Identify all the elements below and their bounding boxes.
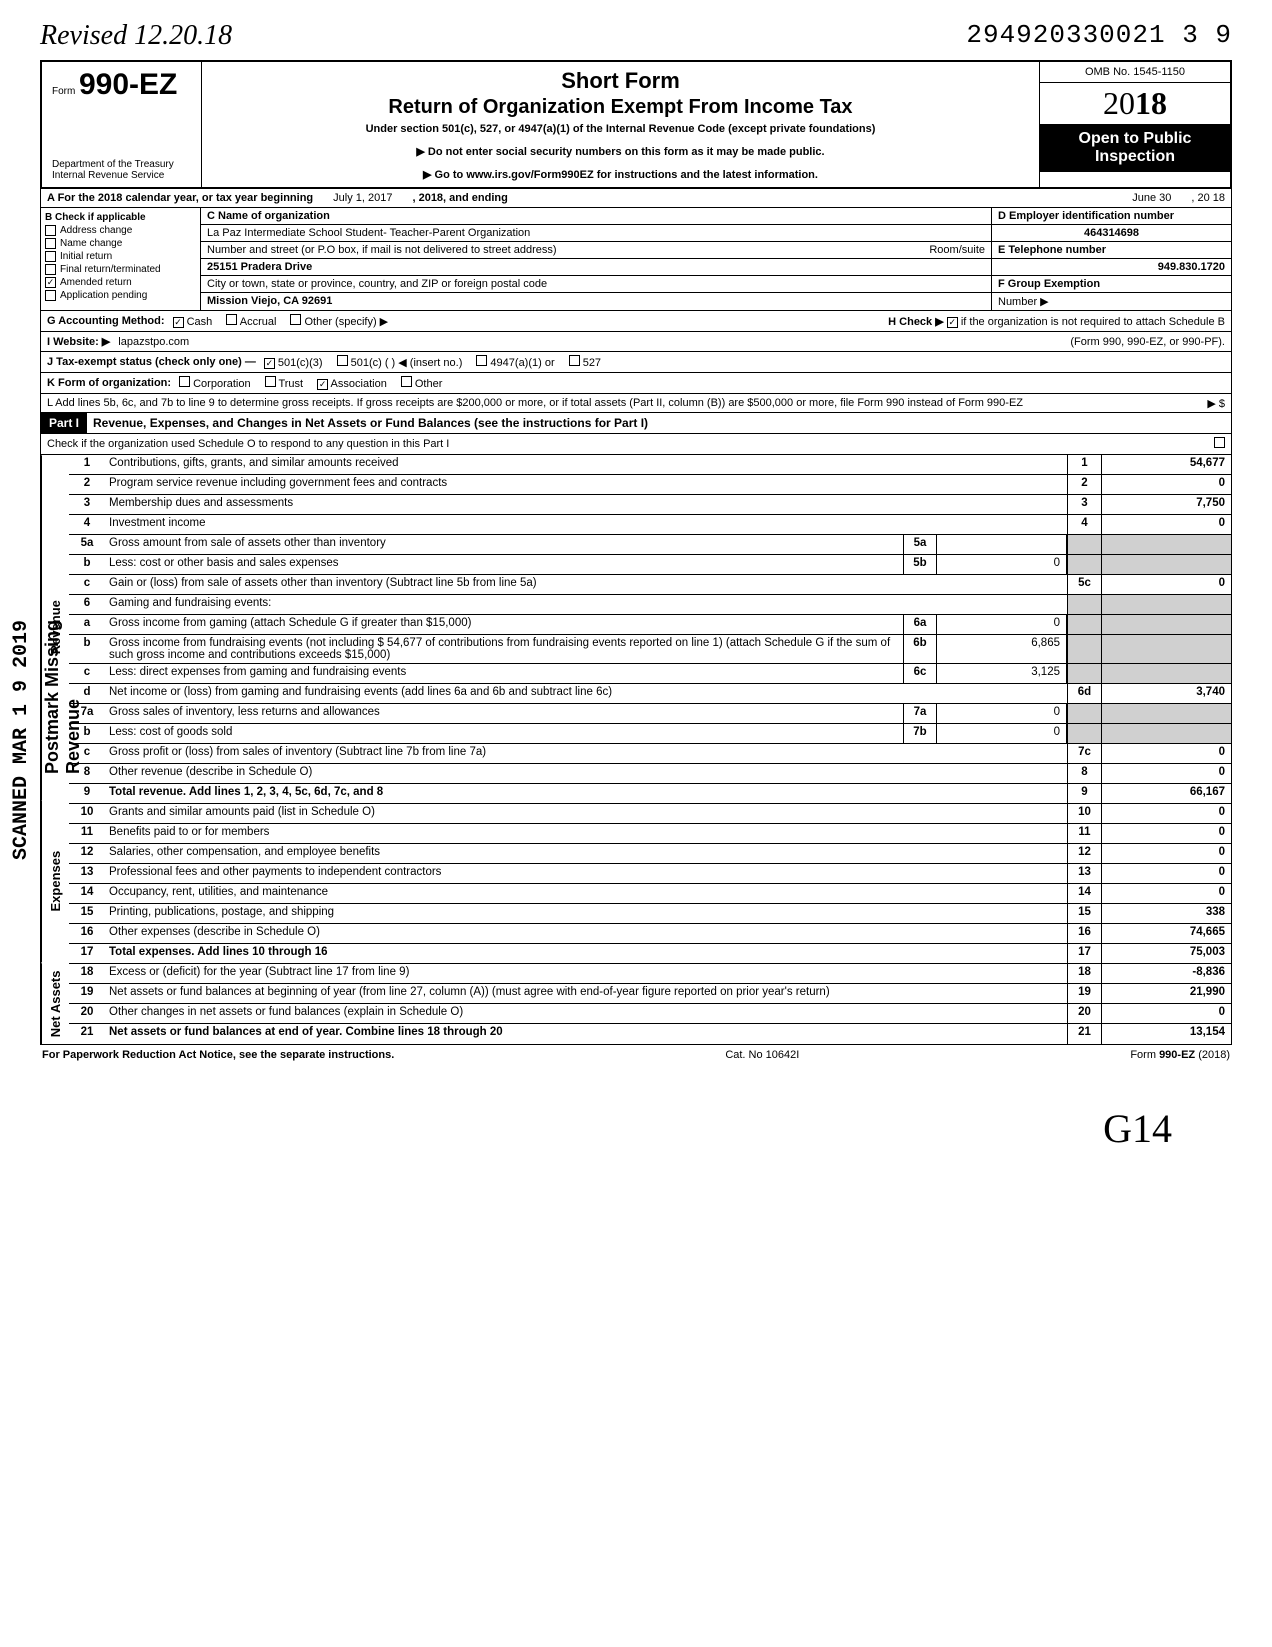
- checkbox[interactable]: ✓: [173, 317, 184, 328]
- checkbox-row-final-return-terminated: Final return/terminated: [45, 264, 196, 275]
- line-12: 12Salaries, other compensation, and empl…: [69, 844, 1231, 864]
- line-4: 4Investment income40: [69, 515, 1231, 535]
- line-1: 1Contributions, gifts, grants, and simil…: [69, 455, 1231, 475]
- note-ssn: ▶ Do not enter social security numbers o…: [212, 145, 1029, 158]
- checkbox[interactable]: [401, 376, 412, 387]
- org-name: La Paz Intermediate School Student- Teac…: [207, 227, 530, 239]
- line-d: dNet income or (loss) from gaming and fu…: [69, 684, 1231, 704]
- open-to-public: Open to Public Inspection: [1040, 124, 1230, 172]
- col-b: B Check if applicable Address changeName…: [41, 208, 201, 310]
- omb-number: OMB No. 1545-1150: [1040, 62, 1230, 83]
- checkbox-row-name-change: Name change: [45, 238, 196, 249]
- line-6: 6Gaming and fundraising events:: [69, 595, 1231, 615]
- line-c: cGain or (loss) from sale of assets othe…: [69, 575, 1231, 595]
- line-b: bLess: cost or other basis and sales exp…: [69, 555, 1231, 575]
- checkbox[interactable]: [265, 376, 276, 387]
- checkbox-row-address-change: Address change: [45, 225, 196, 236]
- line-9: 9Total revenue. Add lines 1, 2, 3, 4, 5c…: [69, 784, 1231, 804]
- line-7a: 7aGross sales of inventory, less returns…: [69, 704, 1231, 724]
- checkbox-schedule-o[interactable]: [1214, 437, 1225, 448]
- title-main: Return of Organization Exempt From Incom…: [212, 96, 1029, 119]
- part-1-header: Part I Revenue, Expenses, and Changes in…: [40, 413, 1232, 434]
- checkbox[interactable]: [337, 355, 348, 366]
- scanned-stamp: SCANNED MAR 1 9 2019: [10, 620, 33, 860]
- checkbox-row-application-pending: Application pending: [45, 290, 196, 301]
- part-1-sub: Check if the organization used Schedule …: [40, 434, 1232, 455]
- line-21: 21Net assets or fund balances at end of …: [69, 1024, 1231, 1044]
- line-18: 18Excess or (deficit) for the year (Subt…: [69, 964, 1231, 984]
- line-i: I Website: ▶ lapazstpo.com (Form 990, 99…: [40, 332, 1232, 352]
- signature-initial: G14: [40, 1105, 1172, 1152]
- checkbox[interactable]: [45, 290, 56, 301]
- page-footer: For Paperwork Reduction Act Notice, see …: [40, 1045, 1232, 1065]
- department-label: Department of the Treasury Internal Reve…: [52, 159, 191, 181]
- form-id-cell: Form 990-EZ Department of the Treasury I…: [42, 62, 202, 187]
- side-netassets: Net Assets: [41, 963, 69, 1044]
- title-cell: Short Form Return of Organization Exempt…: [202, 62, 1040, 187]
- line-g-h: G Accounting Method: ✓ Cash Accrual Othe…: [40, 311, 1232, 332]
- section-bcd: B Check if applicable Address changeName…: [40, 208, 1232, 311]
- city-state-zip: Mission Viejo, CA 92691: [207, 295, 332, 307]
- row-a-tax-year: A For the 2018 calendar year, or tax yea…: [40, 189, 1232, 208]
- document-number: 294920330021 3 9: [966, 20, 1232, 50]
- line-16: 16Other expenses (describe in Schedule O…: [69, 924, 1231, 944]
- line-a: aGross income from gaming (attach Schedu…: [69, 615, 1231, 635]
- line-2: 2Program service revenue including gover…: [69, 475, 1231, 495]
- line-20: 20Other changes in net assets or fund ba…: [69, 1004, 1231, 1024]
- checkbox[interactable]: [226, 314, 237, 325]
- title-under: Under section 501(c), 527, or 4947(a)(1)…: [212, 123, 1029, 135]
- street-address: 25151 Pradera Drive: [207, 261, 312, 273]
- line-10: 10Grants and similar amounts paid (list …: [69, 804, 1231, 824]
- title-short: Short Form: [212, 68, 1029, 94]
- line-j: J Tax-exempt status (check only one) — ✓…: [40, 352, 1232, 373]
- line-8: 8Other revenue (describe in Schedule O)8…: [69, 764, 1231, 784]
- line-b: bGross income from fundraising events (n…: [69, 635, 1231, 664]
- line-3: 3Membership dues and assessments37,750: [69, 495, 1231, 515]
- checkbox[interactable]: [476, 355, 487, 366]
- form-footer-id: Form 990-EZ (2018): [1130, 1049, 1230, 1061]
- line-19: 19Net assets or fund balances at beginni…: [69, 984, 1231, 1004]
- financial-table: Revenue Expenses Net Assets 1Contributio…: [40, 455, 1232, 1045]
- note-url: ▶ Go to www.irs.gov/Form990EZ for instru…: [212, 168, 1029, 181]
- header-right: OMB No. 1545-1150 2018 Open to Public In…: [1040, 62, 1230, 187]
- line-k: K Form of organization: Corporation Trus…: [40, 373, 1232, 394]
- checkbox[interactable]: ✓: [317, 379, 328, 390]
- checkbox[interactable]: [45, 251, 56, 262]
- line-5a: 5aGross amount from sale of assets other…: [69, 535, 1231, 555]
- checkbox-row-amended-return: ✓Amended return: [45, 277, 196, 288]
- line-17: 17Total expenses. Add lines 10 through 1…: [69, 944, 1231, 964]
- checkbox-h[interactable]: ✓: [947, 317, 958, 328]
- top-annotations: Revised 12.20.18 294920330021 3 9: [40, 20, 1232, 52]
- form-header: Form 990-EZ Department of the Treasury I…: [40, 60, 1232, 189]
- side-expenses: Expenses: [41, 800, 69, 962]
- line-l: L Add lines 5b, 6c, and 7b to line 9 to …: [40, 394, 1232, 413]
- checkbox[interactable]: [45, 238, 56, 249]
- line-c: cLess: direct expenses from gaming and f…: [69, 664, 1231, 684]
- line-11: 11Benefits paid to or for members110: [69, 824, 1231, 844]
- col-d: D Employer identification number 4643146…: [991, 208, 1231, 310]
- line-15: 15Printing, publications, postage, and s…: [69, 904, 1231, 924]
- checkbox[interactable]: [45, 225, 56, 236]
- ein: 464314698: [992, 225, 1231, 242]
- checkbox[interactable]: [179, 376, 190, 387]
- phone: 949.830.1720: [992, 259, 1231, 276]
- checkbox[interactable]: ✓: [264, 358, 275, 369]
- line-14: 14Occupancy, rent, utilities, and mainte…: [69, 884, 1231, 904]
- checkbox[interactable]: [290, 314, 301, 325]
- postmark-stamp: Postmark Missing Revenue: [42, 620, 84, 774]
- checkbox[interactable]: [45, 264, 56, 275]
- tax-year: 2018: [1040, 83, 1230, 124]
- checkbox[interactable]: [569, 355, 580, 366]
- form-number: 990-EZ: [79, 68, 177, 101]
- checkbox[interactable]: ✓: [45, 277, 56, 288]
- handwritten-note: Revised 12.20.18: [40, 20, 232, 52]
- line-c: cGross profit or (loss) from sales of in…: [69, 744, 1231, 764]
- line-b: bLess: cost of goods sold7b0: [69, 724, 1231, 744]
- website: lapazstpo.com: [118, 336, 189, 348]
- line-13: 13Professional fees and other payments t…: [69, 864, 1231, 884]
- checkbox-row-initial-return: Initial return: [45, 251, 196, 262]
- col-c: C Name of organization La Paz Intermedia…: [201, 208, 991, 310]
